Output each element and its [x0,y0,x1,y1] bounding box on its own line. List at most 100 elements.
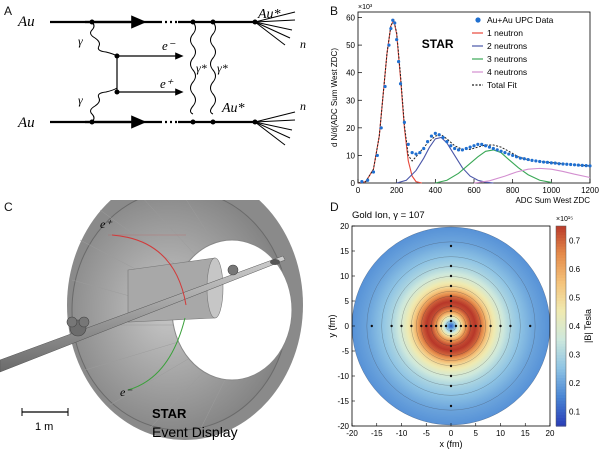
field-ring [449,324,453,328]
colorbar-cell [556,294,566,299]
colorbar-cell [556,340,566,344]
axis-marker-6-0 [489,324,492,328]
data-point-32 [476,142,480,146]
colorbar-cell [556,417,566,421]
axis-marker-8-2 [449,264,453,268]
colorbar-cell [556,334,566,339]
feynman-au-out-top: Au* [257,7,281,22]
axis-marker-3-3 [449,344,453,348]
axis-marker-4-3 [449,349,453,353]
data-point-60 [584,164,588,168]
colorbar-cell [556,348,566,353]
colorbar-cell [556,317,566,321]
colorbar-cell [556,377,566,381]
colorbar-cell [556,248,566,253]
x-tick-label-5: 5 [474,429,479,438]
data-point-15 [410,151,414,155]
colorbar-cell [556,286,566,290]
colorbar-tick-label-1: 0.2 [569,379,581,388]
electron-track-label: e⁻ [120,385,133,399]
y-tick-label-7: 15 [340,247,349,256]
data-point-46 [530,158,534,162]
x-tick-label-0: -20 [346,429,358,438]
axis-marker-5-3 [449,354,453,358]
data-point-39 [503,151,507,155]
panel-letter-c: C [4,200,13,214]
feynman-electron: e⁻ [162,38,176,53]
colorbar-cell [556,226,566,230]
data-point-10 [395,37,399,42]
contour-10 [366,241,536,411]
data-point-11 [397,60,401,64]
colorbar-cell [556,288,566,293]
x-tick-label-1: 200 [390,186,404,195]
data-point-29 [464,146,468,151]
colorbar-tick-label-5: 0.6 [569,265,581,274]
axis-marker-1-0 [459,324,463,328]
axis-marker-7-0 [499,324,502,328]
data-point-23 [441,135,445,140]
legend-marker-data [475,17,481,23]
legend-label-3: 4 neutrons [487,67,527,77]
colorbar-cell [556,366,566,370]
axis-marker-9-1 [370,324,373,328]
x-tick-label-4: 0 [449,429,454,438]
colorbar-cell [556,246,566,250]
feynman-gamma-star-left: γ* [196,61,207,75]
panel-letter-a: A [4,4,13,18]
y-tick-label-2: -10 [337,372,349,381]
data-point-12 [398,82,403,86]
axis-marker-5-0 [479,324,482,328]
data-point-28 [460,148,464,152]
axis-marker-3-1 [430,324,433,328]
y-tick-label-1: 10 [346,151,355,160]
data-point-5 [383,84,387,89]
colorbar-cell [556,380,566,384]
axis-marker-0-3 [449,329,453,333]
colorbar-cell [556,337,566,341]
colorbar-cell [556,374,566,379]
colorbar-cell [556,411,566,416]
data-point-4 [379,126,383,130]
axis-marker-6-3 [449,364,453,368]
data-point-0 [360,180,364,184]
axis-marker-0-0 [454,324,458,328]
colorbar-cell [556,300,566,304]
event-display: e⁺ e⁻ STAR Event Display 1 m [0,200,303,440]
colorbar-multiplier: ×10¹⁵ [556,216,573,223]
x-tick-label-3: -5 [423,429,431,438]
colorbar-cell [556,237,566,241]
axis-marker-9-3 [449,404,453,408]
axis-marker-8-1 [390,324,393,328]
x-tick-label-2: -10 [396,429,408,438]
legend-label-1: 2 neutrons [487,41,527,51]
data-point-45 [526,157,530,162]
y-tick-label-6: 10 [340,272,349,281]
data-point-19 [426,140,430,144]
colorbar-cell [556,260,566,264]
data-point-53 [557,162,561,166]
data-point-55 [565,162,569,166]
axis-marker-6-2 [449,284,453,288]
y-tick-label-5: 50 [346,41,355,50]
data-point-35 [487,145,492,149]
colorbar-cell [556,266,566,270]
colorbar-tick-label-2: 0.3 [569,351,581,360]
colorbar-cell [556,354,566,359]
colorbar-cell [556,311,566,316]
colorbar-cell [556,351,566,356]
feynman-gamma-top: γ [78,34,83,48]
axis-marker-9-2 [449,244,453,248]
colorbar-cell [556,323,566,327]
colorbar-cell [556,243,566,247]
colorbar-cell [556,306,566,310]
series-line-1 [396,136,494,184]
data-point-51 [549,161,553,165]
colorbar-cell [556,251,566,256]
legend-label-data: Au+Au UPC Data [487,15,554,25]
data-point-54 [561,162,565,166]
x-tick-label-7: 15 [521,429,530,438]
colorbar-cell [556,240,566,244]
feynman-diagram: Au Au Au* Au* n n γ γ e⁻ e⁺ γ* γ* [17,7,306,146]
chart-title: Gold Ion, γ = 107 [352,210,425,221]
